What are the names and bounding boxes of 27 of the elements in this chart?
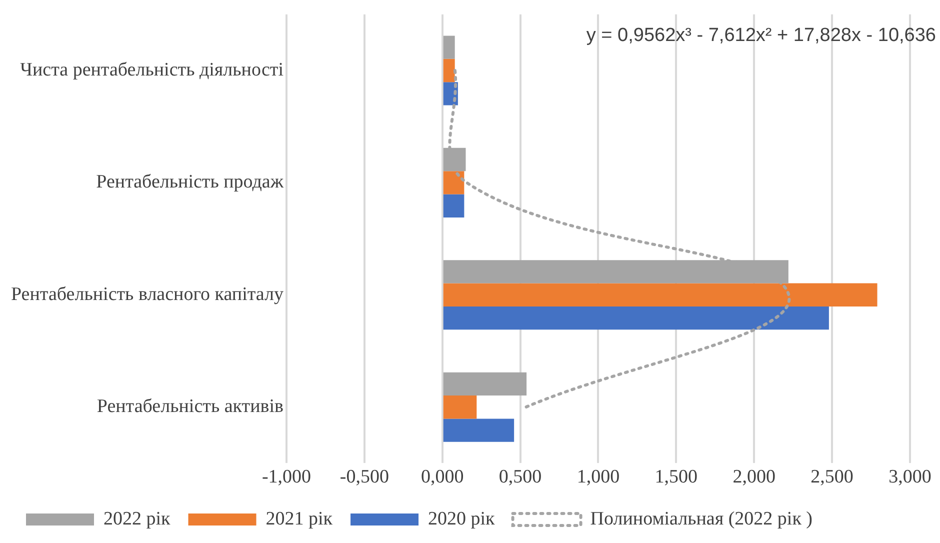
x-tick-label: 0,500 <box>498 466 542 488</box>
y-tick-label: Рентабельність активів <box>96 396 284 418</box>
annotation: y = 0,9562x³ - 7,612x² + 17,828x - 10,636 <box>586 25 936 46</box>
x-tick-label: -1,000 <box>262 466 312 488</box>
bar <box>443 418 514 442</box>
bar <box>443 283 878 306</box>
legend-label: 2022 рік <box>104 508 172 530</box>
bar <box>443 372 527 396</box>
x-tick-label: 2,500 <box>810 466 854 488</box>
bar <box>443 171 464 194</box>
legend-label: 2021 рік <box>266 508 334 530</box>
x-tick-label: 3,000 <box>888 466 932 488</box>
y-tick-label: Рентабельність власного капіталу <box>10 284 284 305</box>
legend-label: Полиноміальная (2022 рік ) <box>590 508 813 530</box>
legend-label: 2020 рік <box>428 508 496 530</box>
bar <box>443 36 455 59</box>
bar <box>443 396 477 419</box>
x-tick-label: 2,000 <box>732 466 776 488</box>
y-tick-label: Рентабельність продаж <box>96 172 284 193</box>
x-tick-label: 1,000 <box>576 466 620 488</box>
x-tick-label: -0,500 <box>340 466 389 488</box>
bar <box>443 194 464 218</box>
bar <box>443 306 829 330</box>
y-tick-label: Чиста рентабельність діяльності <box>20 59 284 80</box>
x-tick-label: 1,500 <box>654 466 698 488</box>
x-tick-label: 0,000 <box>420 466 464 488</box>
bar <box>443 58 455 82</box>
